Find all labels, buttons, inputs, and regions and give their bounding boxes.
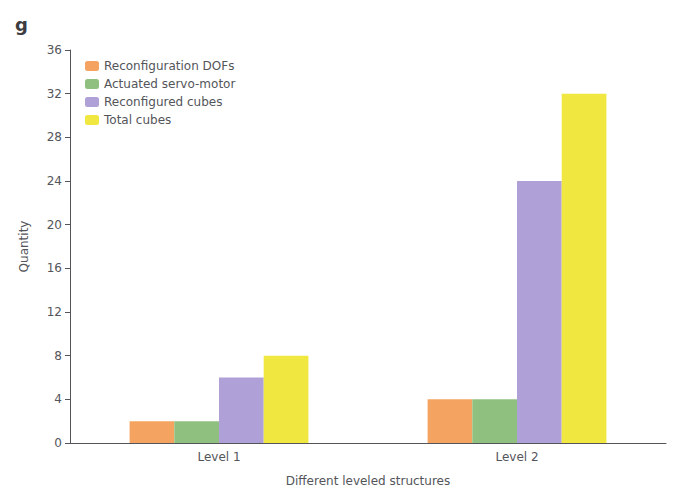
svg-text:32: 32 xyxy=(47,87,62,101)
svg-text:Actuated servo-motor: Actuated servo-motor xyxy=(104,77,235,91)
svg-text:0: 0 xyxy=(54,436,62,450)
svg-text:8: 8 xyxy=(54,349,62,363)
svg-text:Total cubes: Total cubes xyxy=(103,113,171,127)
svg-text:4: 4 xyxy=(54,392,62,406)
svg-text:Different leveled structures: Different leveled structures xyxy=(286,474,450,488)
svg-text:Level 1: Level 1 xyxy=(197,450,240,464)
svg-text:16: 16 xyxy=(47,261,62,275)
svg-text:Reconfigured cubes: Reconfigured cubes xyxy=(104,95,222,109)
svg-text:28: 28 xyxy=(47,130,62,144)
svg-text:Reconfiguration DOFs: Reconfiguration DOFs xyxy=(104,59,234,73)
svg-text:Quantity: Quantity xyxy=(17,221,31,273)
svg-text:20: 20 xyxy=(47,218,62,232)
svg-text:g: g xyxy=(15,14,28,35)
svg-text:36: 36 xyxy=(47,43,62,57)
svg-text:24: 24 xyxy=(47,174,62,188)
svg-text:12: 12 xyxy=(47,305,62,319)
svg-text:Level 2: Level 2 xyxy=(495,450,538,464)
